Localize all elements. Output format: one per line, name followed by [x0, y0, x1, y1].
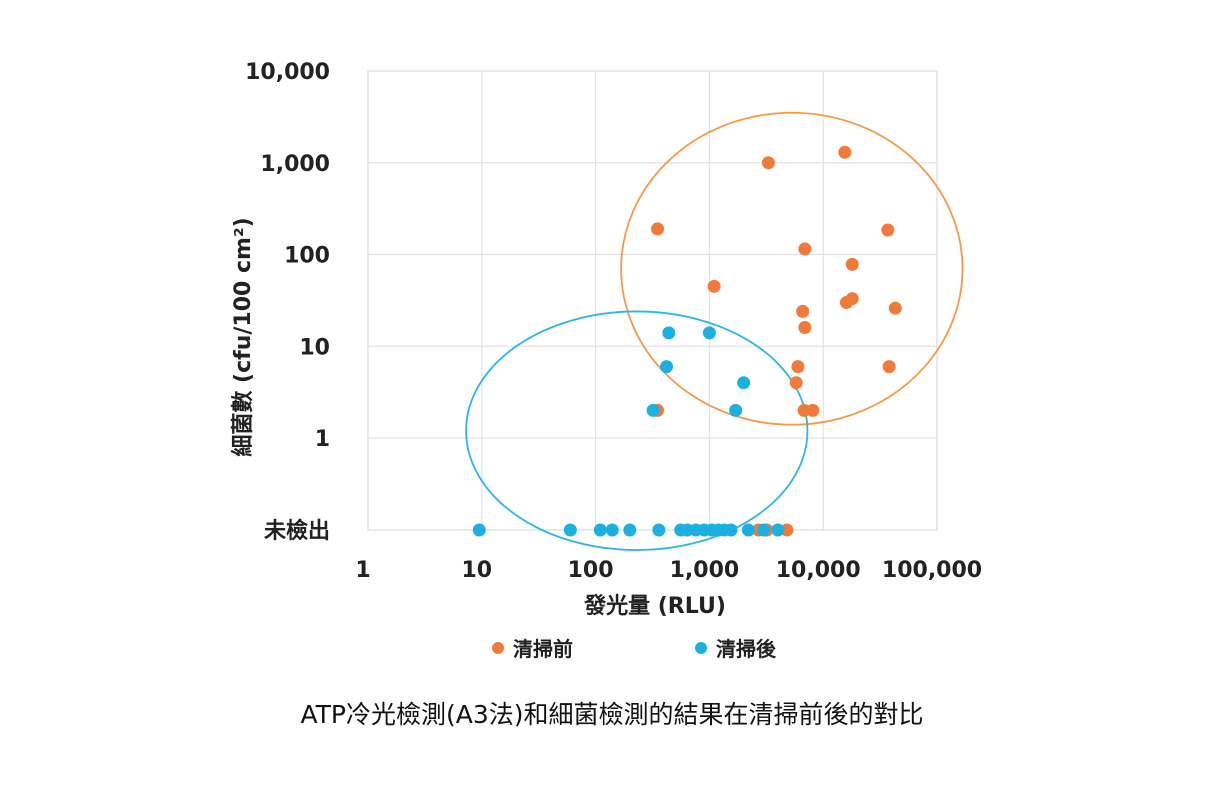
gridlines [367, 70, 938, 531]
data-point [741, 523, 755, 537]
data-point [757, 523, 771, 537]
data-point [798, 321, 812, 335]
x-tick-label: 10,000 [776, 558, 861, 583]
data-point [563, 523, 577, 537]
data-point [839, 295, 853, 309]
cluster-ellipse [465, 310, 809, 551]
y-tick-label: 未檢出 [264, 518, 330, 544]
data-point [737, 376, 751, 390]
data-point [662, 326, 676, 340]
data-point [798, 242, 812, 256]
x-tick-label: 1,000 [670, 558, 740, 583]
data-point [771, 523, 785, 537]
data-point [796, 304, 810, 318]
legend-marker-before [492, 642, 504, 654]
data-point [651, 222, 665, 236]
cluster-ellipses [465, 111, 964, 551]
data-point [472, 523, 486, 537]
legend-label-before: 清掃前 [513, 637, 573, 661]
data-point [845, 257, 859, 271]
x-tick-label: 100,000 [882, 558, 982, 583]
x-axis-ticks: 1 10 100 1,000 10,000 100,000 [355, 558, 982, 583]
data-point [729, 403, 743, 417]
data-point [881, 223, 895, 237]
data-point [623, 523, 637, 537]
x-tick-label: 10 [461, 558, 492, 583]
data-point [605, 523, 619, 537]
data-point [838, 145, 852, 159]
y-axis-ticks: 10,000 1,000 100 10 1 未檢出 [245, 60, 330, 544]
data-points [472, 145, 902, 537]
y-tick-label: 100 [284, 244, 330, 269]
y-tick-label: 1,000 [260, 152, 330, 177]
data-point [593, 523, 607, 537]
data-point [702, 326, 716, 340]
data-point [888, 301, 902, 315]
y-axis-title: 細菌數 (cfu/100 cm²) [230, 217, 256, 456]
data-point [761, 156, 775, 170]
y-tick-label: 10 [299, 335, 330, 360]
series-1 [472, 326, 785, 537]
data-point [724, 523, 738, 537]
cluster-ellipse [620, 111, 964, 426]
data-point [789, 376, 803, 390]
data-point [791, 360, 805, 374]
data-point [806, 403, 820, 417]
data-point [660, 360, 674, 374]
data-point [652, 523, 666, 537]
legend: 清掃前 清掃後 [492, 637, 777, 661]
data-point [780, 523, 794, 537]
y-tick-label: 1 [315, 427, 330, 452]
legend-marker-after [695, 642, 707, 654]
x-axis-title: 發光量 (RLU) [583, 594, 726, 619]
data-point [707, 279, 721, 293]
data-point [882, 360, 896, 374]
figure-caption: ATP冷光檢測(A3法)和細菌檢測的結果在清掃前後的對比 [300, 700, 923, 729]
legend-label-after: 清掃後 [716, 637, 777, 661]
x-tick-label: 1 [355, 558, 370, 583]
x-tick-label: 100 [568, 558, 614, 583]
data-point [646, 403, 660, 417]
y-tick-label: 10,000 [245, 60, 330, 85]
